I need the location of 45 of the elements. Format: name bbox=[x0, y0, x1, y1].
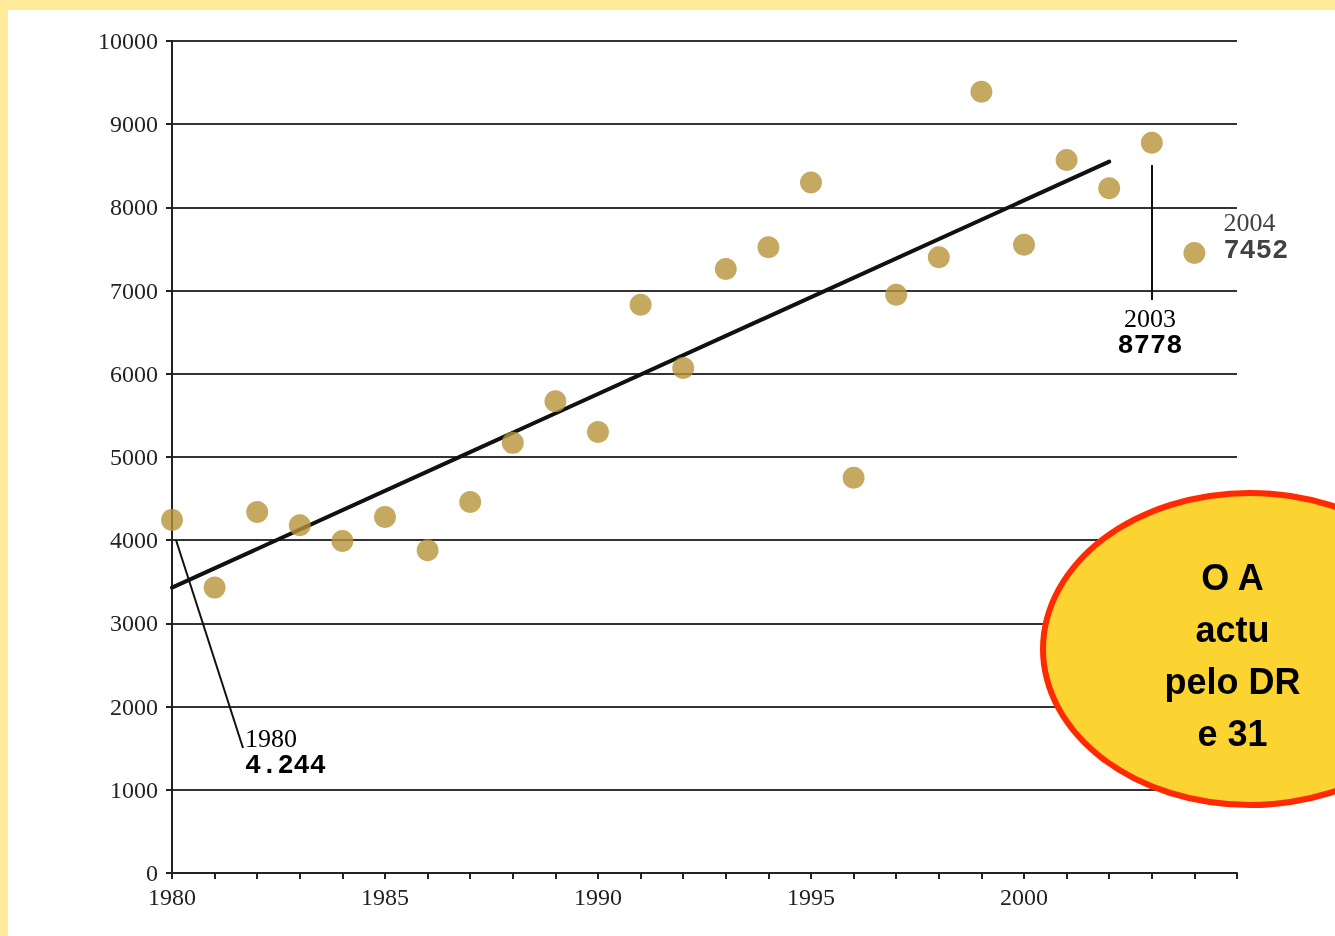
y-tick-label: 9000 bbox=[110, 111, 158, 138]
x-tick-label: 1980 bbox=[148, 884, 196, 910]
point bbox=[1183, 242, 1206, 264]
y-tick-label: 8000 bbox=[110, 194, 158, 221]
point bbox=[544, 390, 567, 413]
y-tick-label: 1000 bbox=[110, 776, 158, 803]
y-tick-label: 7000 bbox=[110, 277, 158, 304]
annotation: 2004 7452 bbox=[1223, 208, 1289, 266]
point bbox=[331, 530, 354, 553]
point bbox=[1055, 148, 1078, 171]
point bbox=[927, 246, 950, 269]
point bbox=[501, 431, 524, 454]
y-tick-label: 10000 bbox=[98, 28, 158, 54]
annotation: 2003 8778 bbox=[1117, 303, 1183, 361]
point bbox=[587, 421, 609, 444]
x-tick-label: 1985 bbox=[361, 884, 409, 910]
y-tick-label: 5000 bbox=[110, 444, 158, 470]
y-tick-label: 4000 bbox=[110, 527, 158, 554]
point bbox=[459, 490, 482, 513]
point bbox=[757, 236, 780, 259]
point bbox=[1140, 131, 1163, 154]
annotation: O A actu pelo DR e 31 bbox=[1163, 556, 1302, 756]
point bbox=[161, 508, 183, 531]
point bbox=[246, 500, 269, 523]
y-tick-label: 2000 bbox=[110, 693, 158, 720]
x-tick-label: 2000 bbox=[1000, 884, 1048, 910]
point bbox=[970, 80, 993, 103]
point bbox=[714, 257, 737, 280]
point bbox=[842, 466, 865, 489]
point bbox=[203, 576, 226, 599]
point bbox=[672, 356, 695, 379]
annotation: 1980 4.244 bbox=[245, 723, 327, 781]
y-tick-label: 0 bbox=[146, 860, 158, 886]
point bbox=[1098, 177, 1121, 200]
y-tick-label: 3000 bbox=[110, 610, 158, 637]
point bbox=[1013, 233, 1035, 256]
point bbox=[374, 505, 396, 528]
point bbox=[416, 539, 439, 562]
point bbox=[885, 283, 908, 306]
x-tick-label: 1995 bbox=[787, 884, 835, 910]
x-tick-label: 1990 bbox=[574, 884, 622, 910]
point bbox=[288, 514, 311, 537]
point bbox=[800, 171, 822, 194]
y-tick-label: 6000 bbox=[110, 360, 158, 387]
point bbox=[629, 293, 652, 316]
